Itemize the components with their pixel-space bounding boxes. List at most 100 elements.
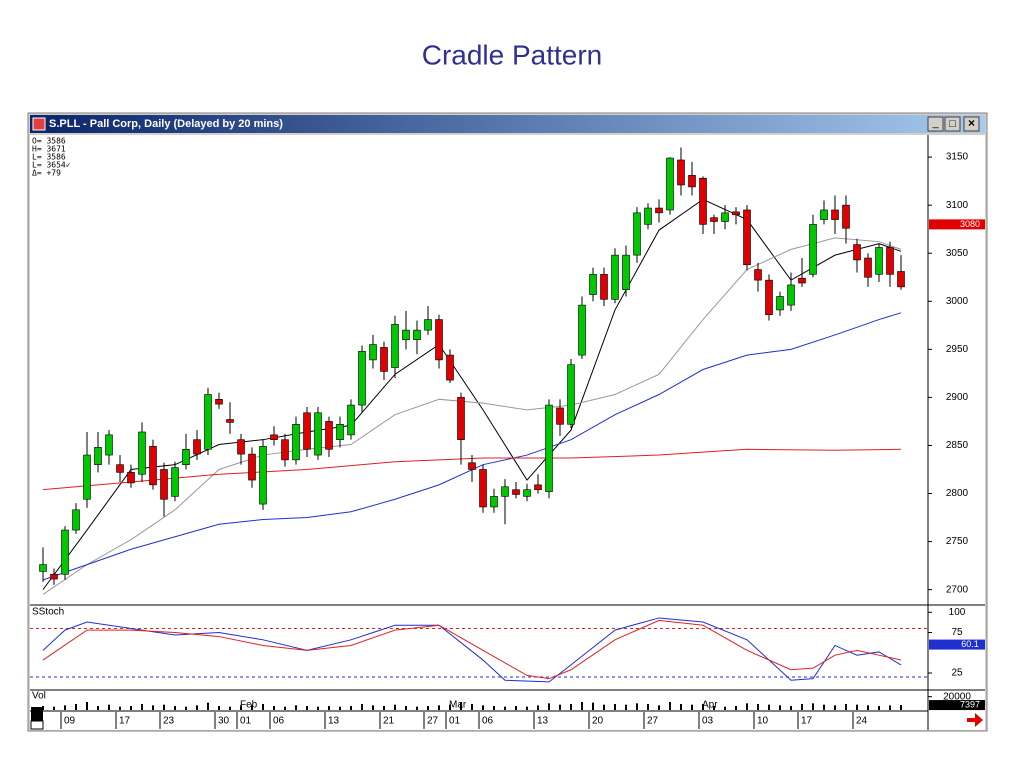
volume-bar <box>823 704 825 710</box>
candle-body <box>39 564 47 572</box>
candle-body <box>83 454 91 500</box>
volume-bar <box>691 704 693 710</box>
candle-body <box>336 424 344 440</box>
candle-body <box>292 424 300 461</box>
candle-body <box>358 350 366 406</box>
volume-bar <box>64 705 66 710</box>
candle-body <box>809 224 817 275</box>
window-buttons: _ □ × <box>927 116 980 132</box>
candle-body <box>534 484 542 490</box>
maximize-glyph[interactable]: □ <box>949 118 956 130</box>
volume-bar <box>251 704 253 710</box>
candle-body <box>831 209 839 220</box>
candle-body <box>743 209 751 266</box>
volume-bar <box>812 703 814 710</box>
volume-bar <box>526 706 528 710</box>
scroll-block <box>31 707 43 721</box>
volume-bar <box>482 705 484 710</box>
volume-bar <box>856 704 858 710</box>
volume-bar <box>207 702 209 710</box>
candle-body <box>897 271 905 288</box>
x-tick-label: 24 <box>856 716 868 727</box>
month-label: Apr <box>702 700 718 711</box>
x-tick-label: 13 <box>537 716 549 727</box>
candle-body <box>204 394 212 450</box>
panel-label: SStoch <box>32 607 64 618</box>
volume-bar <box>702 704 704 710</box>
y-tick-label: 2750 <box>946 536 969 547</box>
volume-bar <box>108 704 110 710</box>
minimize-glyph[interactable]: _ <box>931 117 939 129</box>
price-badge <box>929 219 985 230</box>
volume-bar <box>97 706 99 710</box>
x-tick-label: 06 <box>482 716 494 727</box>
x-tick-label: 21 <box>383 716 395 727</box>
volume-bar <box>262 704 264 710</box>
volume-bar <box>779 705 781 710</box>
candle-body <box>380 347 388 372</box>
y-tick-label: 3150 <box>946 152 969 163</box>
volume-bar <box>559 704 561 710</box>
x-tick-label: 01 <box>240 716 252 727</box>
y-tick-label: 2850 <box>946 440 969 451</box>
candle-body <box>479 469 487 508</box>
next-arrow[interactable] <box>967 713 983 727</box>
volume-bar <box>328 706 330 710</box>
candle-body <box>347 404 355 436</box>
x-tick-label: 10 <box>757 716 769 727</box>
volume-bar <box>625 704 627 710</box>
volume-bar <box>306 706 308 710</box>
volume-bar <box>570 704 572 710</box>
month-label: Feb <box>240 700 258 711</box>
y-tick-label: 3050 <box>946 248 969 259</box>
x-tick-label: 17 <box>801 716 813 727</box>
y-tick-label: 2900 <box>946 392 969 403</box>
y-tick-label: 25 <box>951 668 963 679</box>
candle-body <box>468 462 476 470</box>
candle-body <box>523 489 531 497</box>
volume-bar <box>504 706 506 710</box>
x-tick-label: 06 <box>273 716 285 727</box>
volume-bar <box>845 704 847 710</box>
candle-body <box>435 319 443 361</box>
candle-body <box>446 354 454 381</box>
volume-bar <box>339 706 341 710</box>
candle-body <box>424 319 432 331</box>
volume-bar <box>746 703 748 710</box>
maximize-button[interactable] <box>944 116 961 132</box>
volume-bar <box>790 706 792 710</box>
candle-body <box>666 157 674 211</box>
candle-body <box>259 446 267 505</box>
indicator-line <box>42 617 902 683</box>
candle-body <box>765 279 773 316</box>
volume-bar <box>295 705 297 710</box>
candle-body <box>116 464 124 473</box>
candle-body <box>853 244 861 261</box>
volume-bar <box>471 704 473 710</box>
candle-body <box>842 204 850 229</box>
candle-body <box>655 207 663 214</box>
x-tick-label: 09 <box>64 716 76 727</box>
close-button[interactable] <box>963 116 980 132</box>
volume-bar <box>119 706 121 710</box>
x-tick-label: 13 <box>328 716 340 727</box>
volume-bar <box>405 706 407 710</box>
close-glyph[interactable]: × <box>968 116 975 130</box>
candle-body <box>215 399 223 405</box>
candle-body <box>193 439 201 455</box>
y-tick-label: 2700 <box>946 584 969 595</box>
volume-bar <box>680 704 682 710</box>
volume-bar <box>658 705 660 710</box>
candle-body <box>501 486 509 497</box>
x-tick-label: 30 <box>218 716 230 727</box>
volume-bar <box>141 704 143 710</box>
candle-body <box>171 467 179 497</box>
volume-bar <box>416 706 418 710</box>
minimize-button[interactable] <box>927 116 944 132</box>
value-badge <box>929 639 985 650</box>
x-tick-label: 03 <box>702 716 714 727</box>
y-tick-label: 20000 <box>943 691 971 702</box>
y-tick-label: 3100 <box>946 200 969 211</box>
candle-body <box>688 175 696 188</box>
